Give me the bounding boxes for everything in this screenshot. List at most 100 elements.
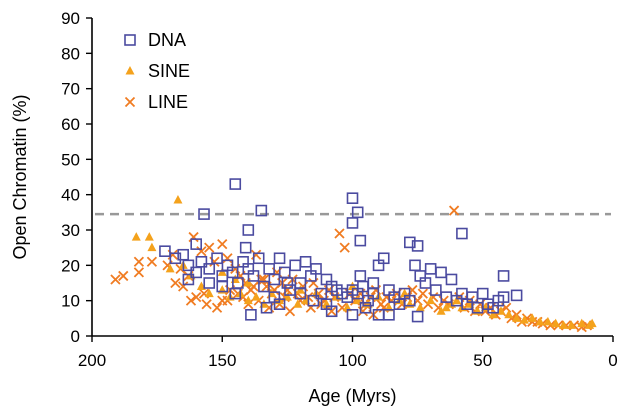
line-point [185, 295, 197, 306]
dna-point [239, 241, 252, 254]
sine-point [131, 232, 141, 241]
dna-point [346, 217, 359, 229]
sine-point [204, 288, 214, 298]
x-tick-label: 0 [608, 351, 617, 370]
line-point [178, 281, 189, 292]
dna-point [307, 294, 320, 307]
y-tick-label: 0 [71, 327, 80, 346]
dna-point [294, 287, 307, 300]
sine-point [559, 320, 569, 329]
dna-point [346, 192, 359, 204]
dna-point [229, 287, 242, 300]
dna-point [229, 178, 242, 190]
legend-marker-sine [125, 66, 135, 75]
legend: DNA SINE LINE [124, 30, 190, 112]
dna-point [182, 259, 195, 272]
dna-point [182, 273, 195, 286]
dna-point [404, 236, 416, 249]
dna-point [497, 291, 510, 303]
line-point [217, 295, 228, 306]
line-point [339, 242, 350, 253]
dna-point [419, 277, 432, 289]
dna-point [404, 294, 416, 307]
dna-point [268, 273, 281, 286]
dna-point [411, 240, 424, 252]
sine-point [293, 299, 303, 308]
dna-point [245, 308, 257, 321]
x-tick-label: 50 [473, 351, 492, 370]
dna-point [424, 263, 437, 275]
sine-point [251, 292, 261, 301]
dna-point [354, 270, 367, 282]
line-point [170, 277, 181, 289]
line-point [326, 306, 337, 317]
sine-point [426, 295, 436, 305]
dna-point [159, 245, 171, 257]
dna-point [268, 291, 281, 303]
dna-point [216, 280, 229, 293]
dna-point [190, 238, 202, 250]
line-point [217, 238, 228, 250]
x-tick-label: 100 [338, 351, 366, 370]
series-dna [159, 178, 523, 323]
line-point [204, 242, 215, 253]
line-point [417, 288, 428, 299]
dna-point [203, 263, 216, 275]
line-point [133, 267, 145, 278]
dna-point [377, 252, 390, 265]
sine-point [527, 313, 537, 322]
y-tick-label: 70 [61, 80, 80, 99]
dna-point [510, 289, 523, 302]
dna-point [445, 273, 458, 286]
line-point [146, 256, 158, 267]
sine-point [504, 309, 514, 319]
legend-item-sine: SINE [125, 61, 190, 81]
sine-point [165, 263, 175, 273]
sine-point [577, 318, 587, 328]
sine-point [173, 194, 183, 204]
y-tick-label: 50 [61, 150, 80, 169]
legend-item-dna: DNA [124, 30, 186, 50]
dna-point [299, 255, 312, 268]
dna-point [281, 277, 294, 289]
dna-point [260, 301, 273, 314]
y-axis-title: Open Chromatin (%) [10, 94, 30, 259]
dna-point [203, 277, 216, 289]
sine-point [144, 232, 154, 241]
dna-point [310, 263, 322, 275]
dna-point [247, 270, 260, 282]
dna-point [346, 308, 359, 321]
legend-marker-dna [124, 34, 136, 46]
dna-point [359, 301, 372, 314]
line-point [222, 253, 233, 264]
sine-point [551, 318, 561, 328]
y-tick-label: 30 [61, 221, 80, 240]
line-point [334, 228, 345, 239]
dna-point [255, 204, 268, 217]
dna-point [383, 308, 395, 321]
line-point [196, 246, 207, 257]
dna-point [409, 259, 421, 272]
sine-point [566, 320, 576, 329]
line-point [284, 306, 296, 317]
y-tick-label: 10 [61, 292, 80, 311]
dna-point [367, 277, 380, 289]
sine-point [535, 316, 545, 326]
sine-point [452, 295, 462, 305]
y-tick-label: 60 [61, 115, 80, 134]
line-point [110, 274, 121, 285]
sine-point [147, 242, 157, 252]
dna-point [198, 208, 210, 220]
line-point [258, 274, 270, 285]
sine-point [488, 309, 498, 319]
legend-label-sine: SINE [148, 61, 190, 81]
dna-point [258, 280, 270, 293]
dna-point [476, 287, 489, 300]
line-point [201, 299, 212, 310]
sine-point [441, 302, 451, 312]
dna-point [411, 310, 424, 323]
legend-label-dna: DNA [148, 30, 186, 50]
dna-point [242, 224, 255, 236]
